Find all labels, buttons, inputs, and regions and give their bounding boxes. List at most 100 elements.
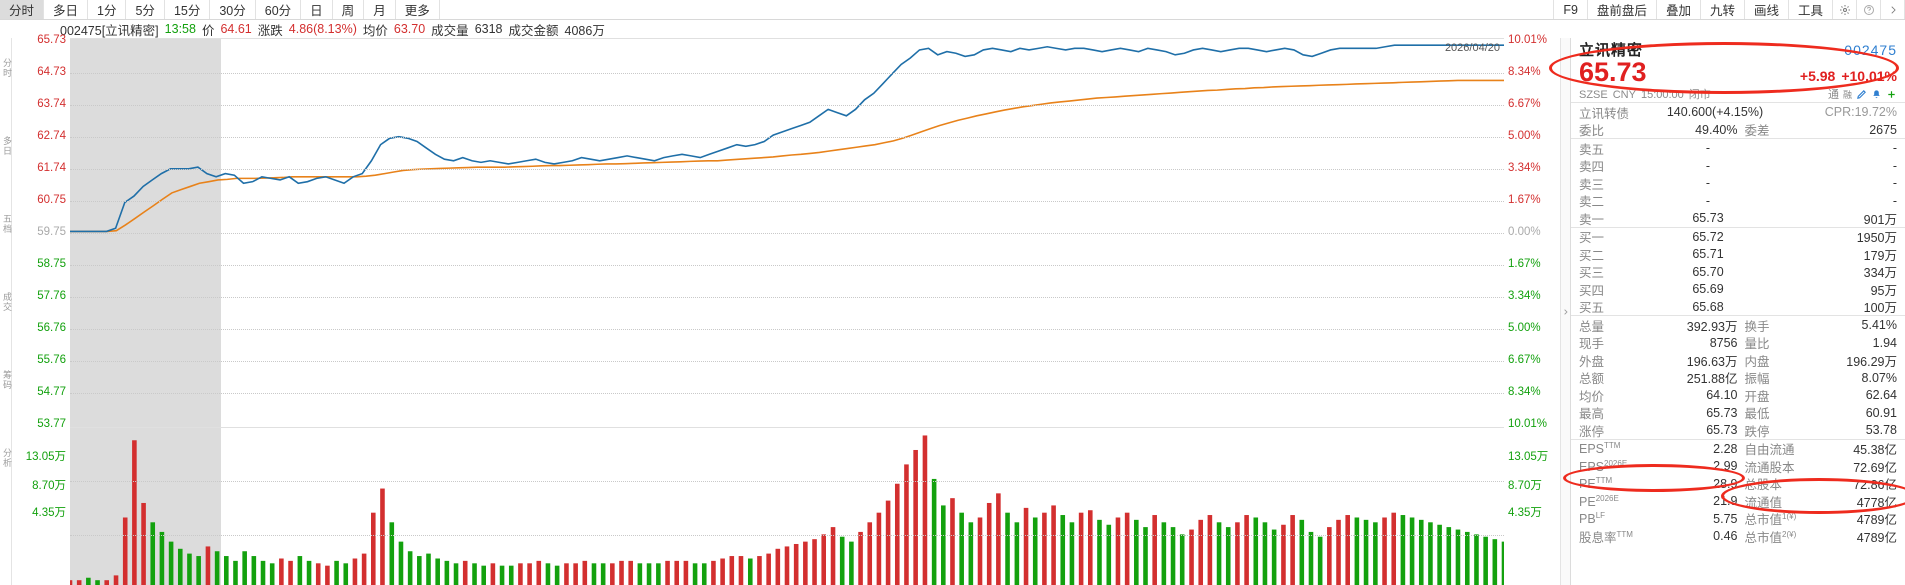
fundamental-label-2-sup: 1(¥) [1782,511,1797,521]
ask-row[interactable]: 卖四 - - [1571,157,1905,175]
ask-row[interactable]: 卖一 65.73 901万 [1571,209,1905,227]
price-axis-label-3: 62.74 [37,130,66,142]
bond-value: 140.600(+4.15%) [1666,105,1764,120]
fundamental-row: 股息率TTM 0.46 总市值2(¥) 4789亿 [1571,527,1905,545]
fundamental-label-2: 流通股本 [1745,457,1805,476]
price-axis-label-11: 54.77 [37,386,66,398]
volume-bar [407,551,413,585]
quote-header: 立讯精密 002475 65.73 +5.98 +10.01% SZSE CNY 15… [1571,38,1905,102]
toolbar-item-0[interactable]: F9 [1554,0,1588,19]
volume-bar [1464,531,1470,585]
price-gridline-11 [70,393,1504,394]
price-axis-label-9: 56.76 [37,322,66,334]
intraday-price-plot[interactable]: 2026/04/20 [70,38,1504,428]
plot-wrapper: 2026/04/20 [70,38,1504,585]
fundamental-label-sup: TTM [1616,529,1633,539]
help-icon[interactable] [1857,0,1881,19]
chevron-right-icon[interactable] [1881,0,1905,19]
volume-bar [205,546,211,585]
toolbar-item-1[interactable]: 盘前盘后 [1588,0,1657,19]
period-tab-9[interactable]: 月 [364,0,396,19]
volume-bar [692,563,698,585]
period-tab-2[interactable]: 1分 [88,0,127,19]
period-tab-7[interactable]: 日 [301,0,333,19]
volume-bar [1042,512,1047,585]
side-strip-item-2[interactable]: 五档 [2,214,12,234]
period-tab-5[interactable]: 30分 [210,0,256,19]
volume-bar [1327,527,1332,585]
volume-bar [233,560,238,585]
volume-bar [637,563,643,585]
period-tab-8[interactable]: 周 [333,0,365,19]
convertible-bond-row[interactable]: 立讯转债 140.600(+4.15%) CPR:19.72% [1571,103,1905,121]
toolbar-item-2[interactable]: 叠加 [1657,0,1701,19]
ask-row[interactable]: 卖五 - - [1571,139,1905,157]
price-axis-label-7: 58.75 [37,258,66,270]
volume-bar [334,560,339,585]
price-axis-label-4: 61.74 [37,162,66,174]
period-tab-1[interactable]: 多日 [44,0,89,19]
volume-plot[interactable] [70,428,1504,585]
side-strip-item-5[interactable]: 分析 [2,448,12,468]
volume-bar [885,500,891,585]
period-tab-6[interactable]: 60分 [256,0,302,19]
period-tab-3[interactable]: 5分 [126,0,165,19]
volume-bar [922,435,928,585]
volume-bar [812,539,817,585]
fundamental-label-text: PE [1579,494,1596,509]
side-strip-item-1[interactable]: 多日 [2,136,12,156]
period-tab-4[interactable]: 15分 [165,0,211,19]
gear-icon[interactable] [1833,0,1857,19]
edit-icon[interactable] [1856,89,1867,100]
toolbar-item-3[interactable]: 九转 [1701,0,1745,19]
volume-bar [1299,519,1305,585]
volume-bar [996,493,1001,585]
statistics-section: 总量 392.93万 换手 5.41% 现手 8756 量比 1.94 外盘 196.63万 内盘 1… [1571,315,1905,439]
stat-label: 总量 [1579,319,1605,334]
ask-qty: - [1892,141,1897,156]
volume-bar [1014,522,1020,585]
price-gridline-9 [70,329,1504,330]
ask-qty: 901万 [1863,212,1897,227]
ask-level-label: 卖五 [1579,142,1605,157]
bell-icon[interactable] [1871,89,1882,100]
average-price-line [70,80,1504,231]
side-strip-item-0[interactable]: 分时 [2,58,12,78]
percent-axis-label-7: 1.67% [1508,258,1541,270]
stock-code[interactable]: 002475 [1844,42,1897,58]
fundamental-row: PETTM 28.9 总股本 72.86亿 [1571,475,1905,493]
period-tab-10[interactable]: 更多 [396,0,440,19]
stat-label-2: 量比 [1744,337,1770,352]
bid-row[interactable]: 买五 65.68 100万 [1571,298,1905,316]
bid-row[interactable]: 买三 65.70 334万 [1571,263,1905,281]
bid-level-label: 买二 [1579,248,1605,263]
toolbar-item-5[interactable]: 工具 [1789,0,1833,19]
volume-bar [646,563,652,585]
bid-row[interactable]: 买四 65.69 95万 [1571,280,1905,298]
ask-row[interactable]: 卖三 - - [1571,174,1905,192]
panel-collapse-handle[interactable] [1560,38,1570,585]
ask-qty: - [1892,193,1897,208]
main-body: 分时 多日 五档 成交 筹码 分析 65.73 64.73 63.74 62.74 61.74 60… [0,34,1905,585]
bond-and-ratio-section: 立讯转债 140.600(+4.15%) CPR:19.72% 委比 49.40… [1571,102,1905,138]
info-amount-value: 4086万 [564,23,605,38]
plus-icon[interactable] [1886,89,1897,100]
stat-value-2: 53.78 [1865,423,1897,438]
bid-row[interactable]: 买二 65.71 179万 [1571,245,1905,263]
bid-row[interactable]: 买一 65.72 1950万 [1571,228,1905,246]
fundamental-value-2: 4789亿 [1856,513,1897,528]
bid-qty: 95万 [1870,283,1897,298]
bid-price: 65.68 [1692,299,1724,314]
volume-bar [554,565,560,585]
side-strip-item-3[interactable]: 成交 [2,292,12,312]
side-strip-item-4[interactable]: 筹码 [2,370,12,390]
volume-bar [904,464,909,585]
volume-bar [527,563,532,585]
left-side-strip[interactable]: 分时多日五档成交筹码分析 [0,38,12,585]
price-gridline-2 [70,105,1504,106]
volume-bar [1354,517,1360,585]
period-tab-0[interactable]: 分时 [0,0,45,19]
fundamental-label-text: PB [1579,512,1596,527]
toolbar-item-4[interactable]: 画线 [1745,0,1789,19]
ask-row[interactable]: 卖二 - - [1571,192,1905,210]
